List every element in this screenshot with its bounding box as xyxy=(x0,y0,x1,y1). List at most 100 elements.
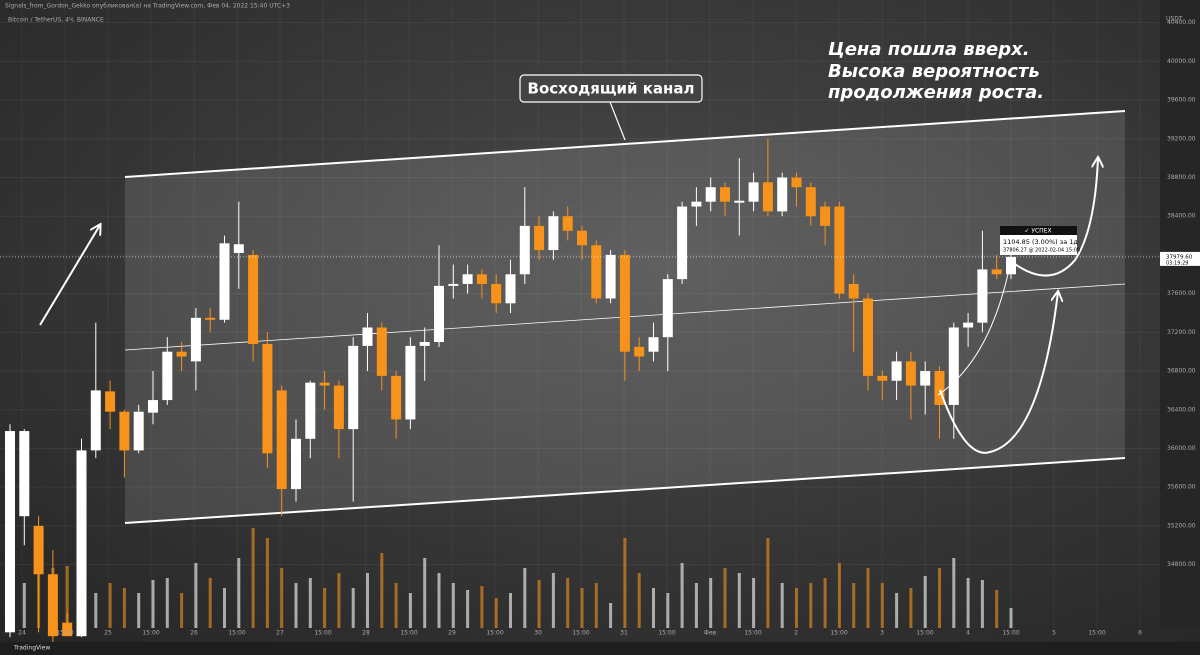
volume-bar xyxy=(294,583,298,628)
y-tick-label: 40000.00 xyxy=(1167,58,1196,65)
volume-bar xyxy=(509,593,512,628)
candle-body xyxy=(434,285,444,343)
volume-bar xyxy=(137,593,141,628)
candle-body xyxy=(720,187,730,202)
volume-bar xyxy=(523,568,527,628)
candle-body xyxy=(605,254,616,299)
volume-bar xyxy=(180,593,184,628)
candle-body xyxy=(162,351,173,401)
volume-bar xyxy=(451,583,455,628)
arrow xyxy=(39,225,100,326)
volume-bar xyxy=(709,578,713,628)
x-tick-label: 2 xyxy=(794,630,798,637)
y-tick-label: 36000.00 xyxy=(1167,445,1196,452)
candle-body xyxy=(76,450,87,637)
candle-body xyxy=(362,327,373,346)
volume-bar xyxy=(766,538,770,628)
x-tick-label: 26 xyxy=(190,630,198,637)
candle-body xyxy=(877,375,888,381)
volume-bar xyxy=(308,578,312,628)
volume-bar xyxy=(94,593,98,628)
volume-bar xyxy=(251,528,255,628)
x-tick-label: 15:00 xyxy=(400,630,417,637)
candle-body xyxy=(834,206,845,294)
candle-body xyxy=(319,382,330,386)
candle-body xyxy=(548,216,559,251)
x-tick-label: 15:00 xyxy=(572,630,589,637)
volume-bar xyxy=(423,558,427,628)
change-label: 1104.85 (3.00%) за 1д xyxy=(1003,238,1078,246)
x-tick-label: 15:00 xyxy=(486,630,503,637)
y-tick-label: 36400.00 xyxy=(1167,406,1196,413)
volume-bar xyxy=(480,586,484,628)
volume-bar xyxy=(594,583,598,628)
volume-bar xyxy=(995,590,999,628)
volume-bar xyxy=(966,578,970,628)
x-tick-label: 15:00 xyxy=(142,630,159,637)
candle-body xyxy=(519,225,530,275)
volume-bar xyxy=(566,578,570,628)
success-badge xyxy=(1000,226,1077,235)
x-tick-label: 15:00 xyxy=(658,630,675,637)
candle-body xyxy=(462,274,473,284)
candle-body xyxy=(47,574,58,637)
y-tick-label: 38800.00 xyxy=(1167,174,1196,181)
candle-body xyxy=(863,298,873,376)
candle-body xyxy=(491,283,502,304)
y-tick-label: 35200.00 xyxy=(1167,522,1196,529)
x-tick-label: 15:00 xyxy=(1002,630,1019,637)
x-tick-label: 15:00 xyxy=(314,630,331,637)
y-tick-label: 37200.00 xyxy=(1167,329,1196,336)
comment: Цена пошла вверх. xyxy=(828,39,1030,60)
currency: USDT xyxy=(1166,16,1183,23)
x-tick-label: 15:00 xyxy=(744,630,761,637)
candle-body xyxy=(948,327,959,405)
comment: Высока вероятность xyxy=(828,61,1040,82)
candle-body xyxy=(176,351,187,357)
candle-body xyxy=(405,345,416,420)
candle-body xyxy=(820,206,831,226)
arrow xyxy=(939,292,1058,454)
candle-body xyxy=(963,322,974,328)
y-tick-label: 37600.00 xyxy=(1167,290,1196,297)
volume-bar xyxy=(723,568,727,628)
y-tick-label: 34800.00 xyxy=(1167,561,1196,568)
x-tick-label: 15:00 xyxy=(1088,630,1105,637)
volume-bar xyxy=(952,558,956,628)
volume-bar xyxy=(637,573,641,628)
volume-bar xyxy=(551,573,555,628)
candle-body xyxy=(591,245,602,299)
volume-bar xyxy=(737,573,741,628)
x-tick-label: Фев xyxy=(704,630,717,637)
volume-bar xyxy=(880,583,884,628)
candle-body xyxy=(90,390,101,451)
candle-body xyxy=(190,317,201,362)
volume-bar xyxy=(666,593,670,628)
volume-bar xyxy=(380,553,384,628)
candle-body xyxy=(977,269,988,323)
candle-body xyxy=(233,244,244,253)
volume-bar xyxy=(837,563,841,628)
volume-bar xyxy=(895,593,899,628)
volume-bar xyxy=(194,563,198,628)
x-tick-label: 4 xyxy=(966,630,970,637)
volume-bar xyxy=(437,573,441,628)
candle-body xyxy=(677,206,688,280)
volume-bar xyxy=(623,538,627,628)
footer-brand: TradingView xyxy=(13,645,50,652)
callout-pointer xyxy=(609,101,626,141)
candle-body xyxy=(777,177,788,212)
candle-body xyxy=(920,371,931,386)
volume-bar xyxy=(265,538,269,628)
candle-body xyxy=(148,400,158,413)
x-tick-label: 31 xyxy=(620,630,628,637)
volume-bar xyxy=(208,578,212,628)
callout-box xyxy=(519,74,703,103)
candle-body xyxy=(448,283,459,286)
price-axis xyxy=(1160,0,1200,628)
channel-label: Восходящий канал xyxy=(528,80,695,98)
candle-body xyxy=(476,274,487,284)
volume-bar xyxy=(795,588,798,628)
volume-bar xyxy=(408,593,412,628)
